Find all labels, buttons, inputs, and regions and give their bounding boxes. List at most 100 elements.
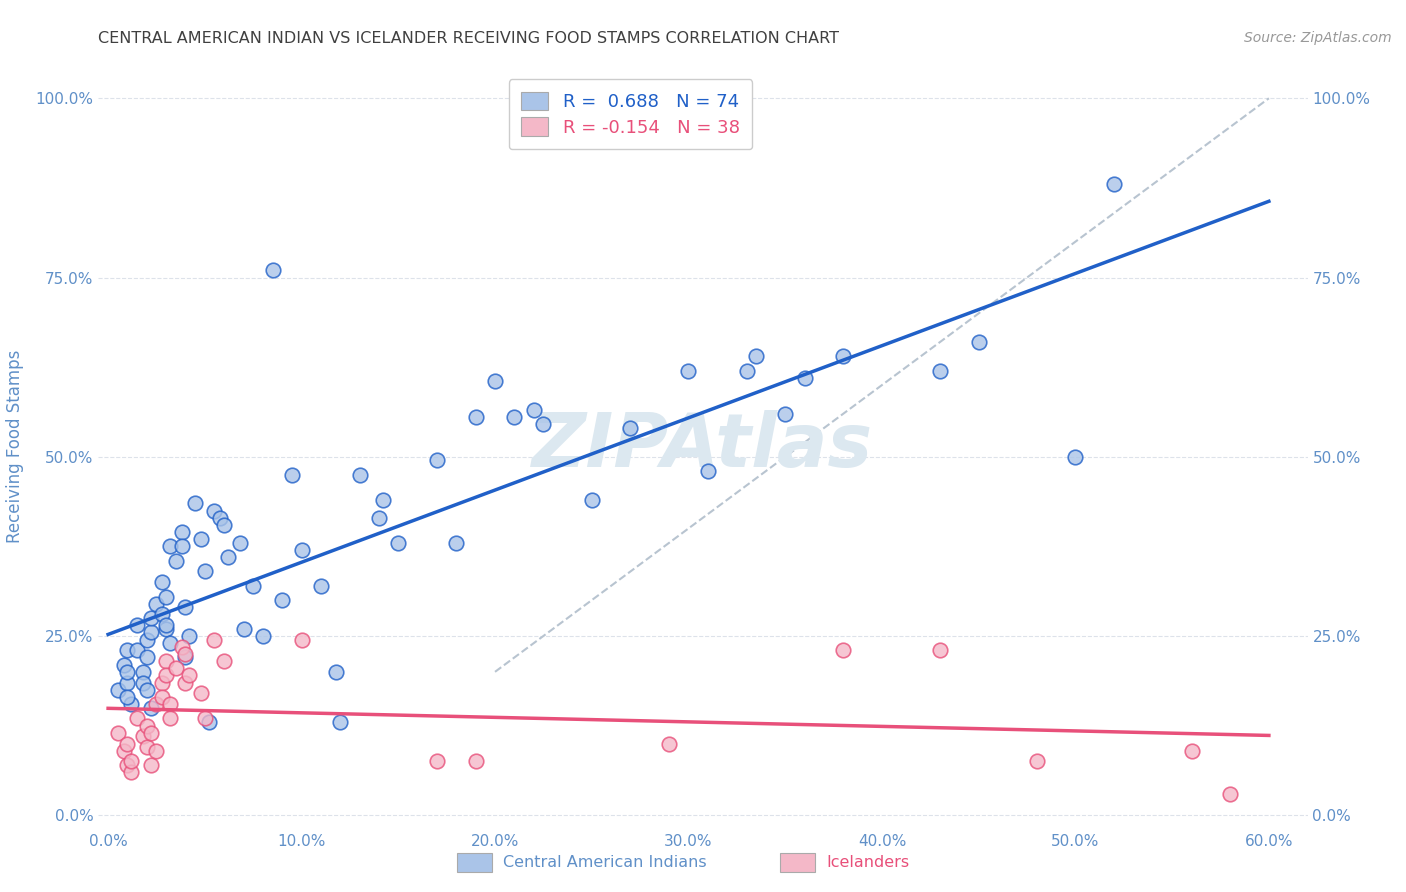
Point <box>159 636 181 650</box>
Point <box>135 718 157 732</box>
Point <box>179 629 201 643</box>
Point <box>371 492 394 507</box>
Point <box>135 682 157 697</box>
Point <box>426 755 449 769</box>
Point <box>127 618 149 632</box>
Point <box>262 263 284 277</box>
Point <box>165 554 187 568</box>
Point <box>174 650 197 665</box>
Point <box>112 744 135 758</box>
Point <box>290 543 312 558</box>
Point <box>165 661 187 675</box>
Point <box>117 675 139 690</box>
Point <box>117 643 139 657</box>
Text: CENTRAL AMERICAN INDIAN VS ICELANDER RECEIVING FOOD STAMPS CORRELATION CHART: CENTRAL AMERICAN INDIAN VS ICELANDER REC… <box>98 31 839 46</box>
Point <box>678 364 700 378</box>
Point <box>773 407 796 421</box>
Point <box>929 364 952 378</box>
Point <box>242 579 264 593</box>
Point <box>228 536 250 550</box>
Point <box>204 632 226 647</box>
Point <box>127 643 149 657</box>
Point <box>174 647 197 661</box>
Point <box>155 622 177 636</box>
Point <box>132 675 155 690</box>
Point <box>155 618 177 632</box>
Point <box>832 643 855 657</box>
Point <box>309 579 332 593</box>
Point <box>503 410 526 425</box>
Point <box>150 690 173 704</box>
Point <box>793 371 815 385</box>
Point <box>531 417 554 432</box>
Point <box>179 668 201 682</box>
Point <box>387 536 409 550</box>
Point <box>155 668 177 682</box>
Point <box>145 597 167 611</box>
Point <box>735 364 758 378</box>
Point <box>170 524 193 539</box>
Point <box>139 758 162 772</box>
Point <box>117 758 139 772</box>
Point <box>170 640 193 654</box>
Text: Icelanders: Icelanders <box>827 855 910 870</box>
Point <box>658 737 681 751</box>
Point <box>135 740 157 755</box>
Legend: R =  0.688   N = 74, R = -0.154   N = 38: R = 0.688 N = 74, R = -0.154 N = 38 <box>509 79 752 150</box>
Text: Central American Indians: Central American Indians <box>503 855 707 870</box>
Point <box>132 730 155 744</box>
Point <box>290 632 312 647</box>
Point <box>159 711 181 725</box>
Point <box>159 540 181 554</box>
Point <box>184 496 207 510</box>
Point <box>117 737 139 751</box>
Point <box>107 682 129 697</box>
Point <box>1219 787 1241 801</box>
Point <box>190 686 212 700</box>
Point <box>155 590 177 604</box>
Point <box>139 625 162 640</box>
Point <box>464 410 486 425</box>
Point <box>190 532 212 546</box>
Point <box>145 697 167 711</box>
Point <box>523 403 546 417</box>
Point <box>832 350 855 364</box>
Point <box>696 464 718 478</box>
Text: Source: ZipAtlas.com: Source: ZipAtlas.com <box>1244 31 1392 45</box>
Point <box>929 643 952 657</box>
Point <box>464 755 486 769</box>
Point <box>1025 755 1047 769</box>
Point <box>1064 450 1087 464</box>
Point <box>1180 744 1202 758</box>
Point <box>145 744 167 758</box>
Point <box>484 375 506 389</box>
Point <box>132 665 155 679</box>
Point <box>120 765 142 780</box>
Point <box>135 632 157 647</box>
Point <box>212 517 235 532</box>
Point <box>581 492 603 507</box>
Point <box>170 540 193 554</box>
Point <box>446 536 468 550</box>
Point <box>120 755 142 769</box>
Point <box>120 697 142 711</box>
Point <box>150 607 173 622</box>
Point <box>127 711 149 725</box>
Point <box>252 629 274 643</box>
Point <box>1102 178 1125 192</box>
Text: ZIPAtlas: ZIPAtlas <box>533 409 873 483</box>
Point <box>325 665 347 679</box>
Point <box>368 510 391 524</box>
Point <box>329 714 352 729</box>
Point <box>150 575 173 590</box>
Point <box>217 550 239 565</box>
Point <box>139 700 162 714</box>
Point <box>155 654 177 668</box>
Point <box>281 467 304 482</box>
Point <box>135 650 157 665</box>
Y-axis label: Receiving Food Stamps: Receiving Food Stamps <box>7 350 24 542</box>
Point <box>174 675 197 690</box>
Point <box>212 654 235 668</box>
Point <box>349 467 371 482</box>
Point <box>117 665 139 679</box>
